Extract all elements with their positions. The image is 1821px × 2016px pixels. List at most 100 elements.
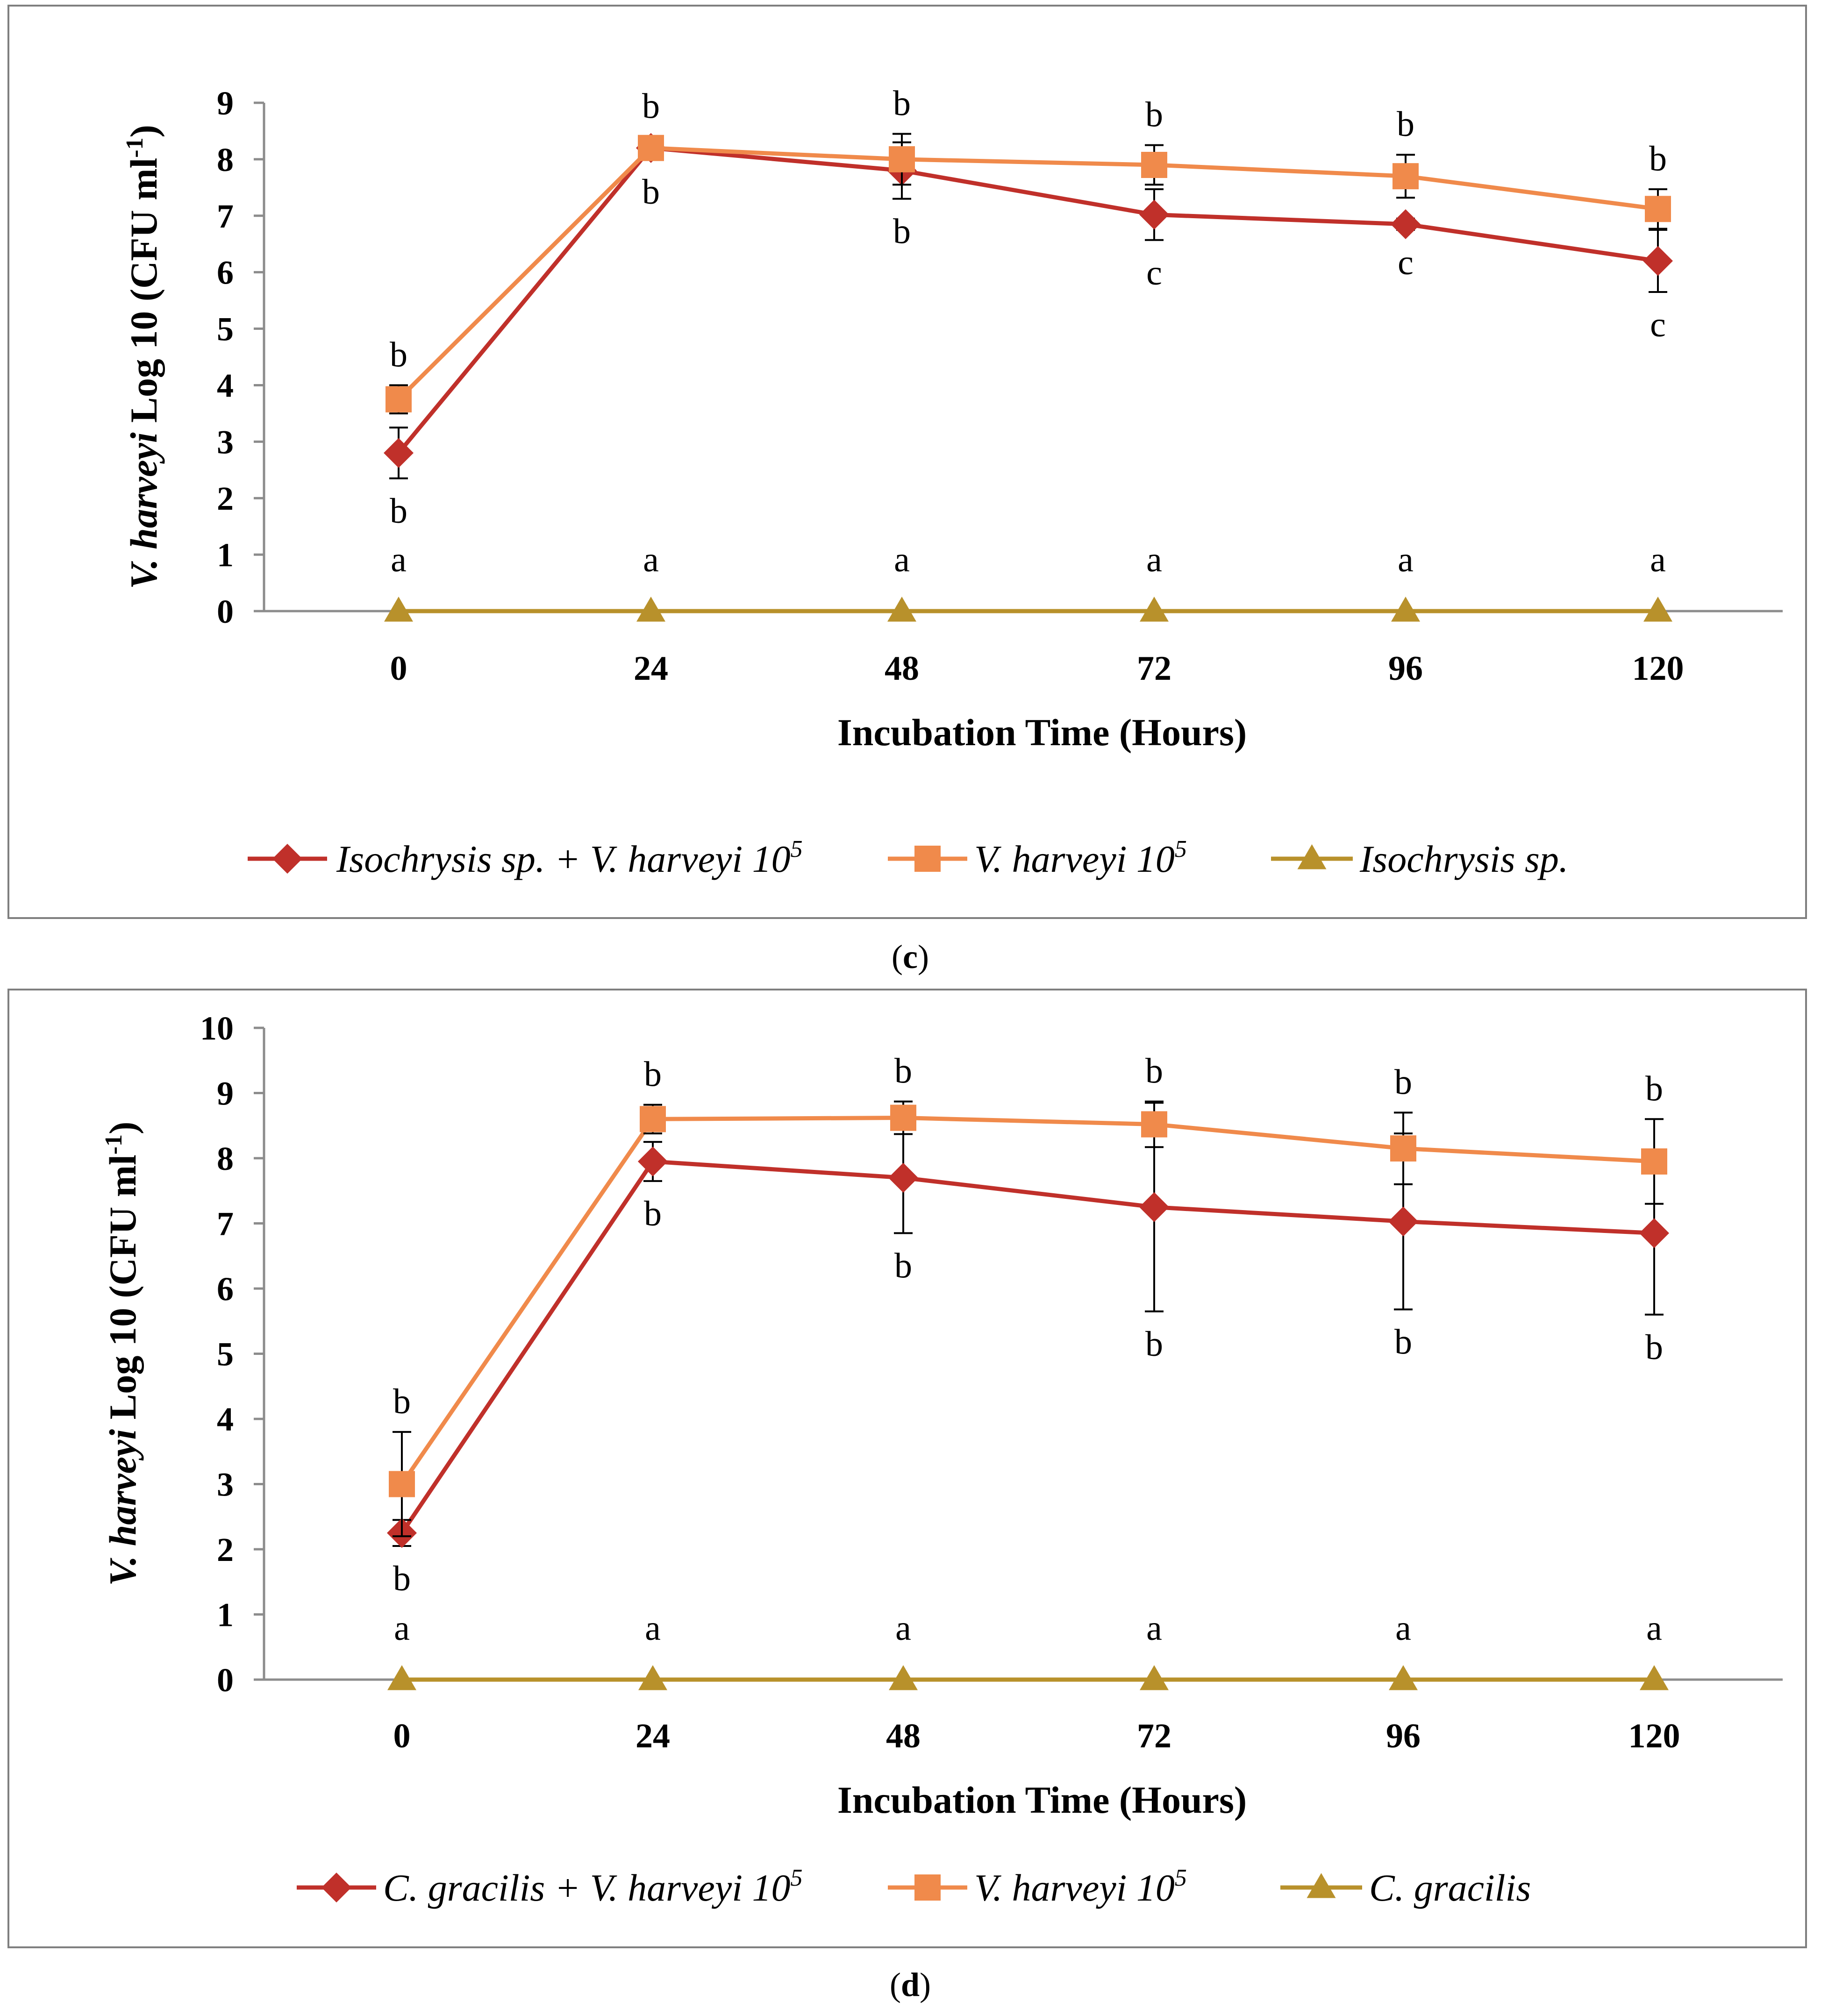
legend-marker [272,844,302,874]
series-1: b b b c c c [384,133,1673,531]
x-tick-label: 120 [1632,649,1684,688]
chart-panel-d: 0 1 2 3 4 5 6 7 8 9 10 0 24 48 72 96 120 Incubation Time … [7,989,1807,1948]
y-tick-label: 2 [217,1531,234,1568]
y-tick-label: 4 [217,1401,234,1438]
data-point [889,1665,918,1690]
data-point [638,1146,668,1176]
series-line [397,146,1658,455]
x-tick-label: 72 [1137,1717,1171,1755]
significance-letter: c [1398,243,1414,282]
series-line [397,146,1658,401]
y-tick-label: 10 [200,1010,234,1047]
significance-letter: b [1145,1325,1163,1364]
data-point [1139,1192,1169,1222]
significance-letter: a [1650,540,1666,579]
y-tick-label: 2 [217,480,234,517]
x-tick-label: 72 [1137,649,1171,688]
data-point [636,597,665,622]
data-point [387,1665,416,1690]
significance-letter: a [643,540,659,579]
chart-frame [7,5,1807,919]
significance-letter: b [1145,1052,1163,1091]
data-point [384,597,413,622]
data-point [1643,246,1673,276]
legend-entry-1: C. gracilis + V. harveyi 105 [297,1865,803,1909]
legend-marker [914,1874,941,1901]
data-point [1140,1665,1169,1690]
x-tick-label: 24 [636,1717,670,1755]
significance-letter: b [1394,1323,1412,1362]
data-point [1645,196,1671,222]
data-point [384,438,414,468]
data-point [1639,1218,1669,1248]
significance-letter: b [642,87,660,126]
data-point [1388,1206,1418,1237]
significance-letter: a [394,1609,410,1648]
y-tick-label: 9 [217,1075,234,1112]
significance-letter: b [642,172,660,212]
significance-letter: b [1645,1328,1663,1367]
y-axis-title: V. harveyi Log 10 (CFU ml-1) [121,125,165,589]
y-tick-label: 5 [217,1336,234,1373]
x-tick-label: 24 [634,649,668,688]
y-tick-label: 7 [217,1205,234,1243]
series-1: b b b b b b [387,1102,1669,1598]
data-point [638,1665,667,1690]
data-point [640,1106,666,1133]
data-point [389,1471,415,1497]
y-tick-label: 6 [217,1270,234,1308]
data-point [638,135,664,161]
x-tick-label: 96 [1386,1717,1421,1755]
data-point [1139,199,1169,230]
x-axis-title: Incubation Time (Hours) [837,711,1247,754]
data-point [1393,163,1419,190]
x-tick-label: 48 [885,649,919,688]
significance-letter: b [393,1559,411,1598]
significance-letter: c [1650,305,1666,344]
significance-letter: b [390,492,407,531]
significance-letter: b [1649,139,1667,178]
y-tick-label: 1 [217,536,234,574]
legend-marker [1297,844,1327,869]
significance-letter: b [644,1055,662,1094]
x-tick-label: 0 [393,1717,411,1755]
significance-letter: a [391,540,407,579]
data-point [889,146,915,172]
data-point [1390,1135,1416,1162]
data-point [890,1104,916,1131]
significance-letter: b [390,335,407,374]
significance-letter: a [895,1609,911,1648]
legend-marker [321,1873,351,1902]
series-2: b b b b b b [386,84,1671,414]
y-tick-label: 3 [217,423,234,461]
legend-label: C. gracilis [1369,1866,1531,1909]
significance-letter: c [1146,253,1162,292]
significance-letter: a [1398,540,1414,579]
y-tick-label: 9 [217,85,234,122]
significance-letter: b [1145,95,1163,135]
legend-label: V. harveyi 105 [974,836,1187,880]
y-tick-label: 0 [217,1661,234,1699]
data-point [1140,597,1169,622]
data-point [1391,597,1420,622]
significance-letter: a [894,540,910,579]
legend-entry-3: Isochrysis sp. [1271,838,1568,880]
data-point [1640,1665,1669,1690]
chart-panel-c: 0 1 2 3 4 5 6 7 8 9 0 24 48 72 96 120 Incubation Time (H… [7,5,1807,919]
legend-label: C. gracilis + V. harveyi 105 [383,1865,803,1909]
legend-entry-1: Isochrysis sp. + V. harveyi 105 [248,836,803,880]
data-point [1391,209,1421,239]
x-tick-label: 48 [886,1717,921,1755]
x-tick-label: 120 [1628,1717,1680,1755]
significance-letter: b [1394,1062,1412,1102]
x-axis-title: Incubation Time (Hours) [837,1779,1247,1821]
y-tick-label: 5 [217,311,234,348]
significance-letter: b [893,212,911,251]
chart-frame [7,989,1807,1948]
y-tick-label: 6 [217,254,234,292]
legend-label: Isochrysis sp. [1359,838,1568,880]
significance-letter: a [645,1609,661,1648]
significance-letter: b [894,1246,912,1285]
